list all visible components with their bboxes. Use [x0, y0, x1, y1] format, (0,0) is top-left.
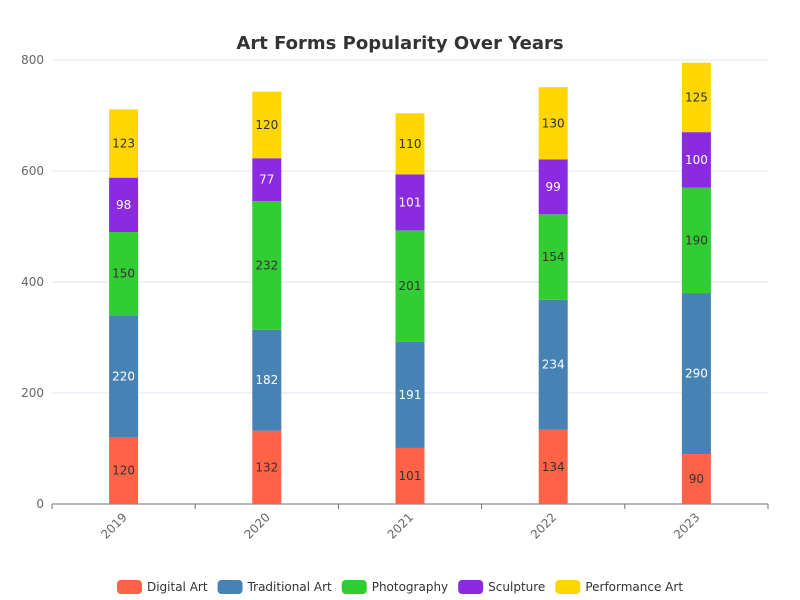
y-tick-label: 0: [36, 497, 44, 511]
legend-swatch: [341, 580, 367, 594]
bar-value-label: 77: [259, 173, 274, 187]
bar-segment[interactable]: [538, 299, 568, 430]
bar-segment[interactable]: [109, 437, 139, 504]
legend-label: Performance Art: [585, 580, 683, 594]
legend-swatch: [458, 580, 484, 594]
legend: Digital Art Traditional Art Photography Scu…: [116, 580, 683, 594]
legend-swatch: [555, 580, 581, 594]
legend-label: Traditional Art: [247, 580, 332, 594]
bar-segment[interactable]: [109, 109, 139, 178]
bar-value-label: 101: [399, 195, 422, 209]
bar-value-label: 190: [685, 233, 708, 247]
bar-value-label: 191: [399, 388, 422, 402]
bar-segment[interactable]: [681, 454, 711, 504]
bar-value-label: 101: [399, 469, 422, 483]
x-tick-label: 2020: [241, 510, 272, 541]
y-tick-label: 800: [21, 53, 44, 67]
bar-value-label: 125: [685, 90, 708, 104]
y-tick-label: 400: [21, 275, 44, 289]
legend-swatch: [116, 580, 142, 594]
bar-segment[interactable]: [252, 158, 282, 201]
bars: [109, 62, 711, 504]
bar-segment[interactable]: [395, 447, 425, 504]
bar-segment[interactable]: [395, 341, 425, 448]
bar-value-label: 232: [255, 258, 278, 272]
bar-segment[interactable]: [681, 132, 711, 188]
bar-value-label: 234: [542, 358, 565, 372]
bar-segment[interactable]: [109, 177, 139, 233]
chart-title: Art Forms Popularity Over Years: [236, 33, 563, 54]
legend-label: Photography: [372, 580, 448, 594]
bar-value-label: 150: [112, 267, 135, 281]
bar-segment[interactable]: [538, 214, 568, 300]
bar-segment[interactable]: [109, 232, 139, 316]
y-tick-label: 200: [21, 386, 44, 400]
legend-label: Digital Art: [147, 580, 208, 594]
bar-segment[interactable]: [681, 293, 711, 455]
x-tick-label: 2019: [98, 510, 129, 541]
bar-value-label: 120: [255, 118, 278, 132]
legend-item[interactable]: Digital Art: [116, 580, 208, 594]
bar-value-label: 134: [542, 460, 565, 474]
bar-segment[interactable]: [538, 159, 568, 215]
y-tick-label: 600: [21, 164, 44, 178]
bar-segment[interactable]: [252, 200, 282, 330]
bar-value-label: 99: [546, 180, 561, 194]
x-tick-label: 2023: [671, 510, 702, 541]
bar-value-label: 201: [399, 279, 422, 293]
bar-segment[interactable]: [395, 113, 425, 175]
bar-value-label: 290: [685, 367, 708, 381]
legend-item[interactable]: Photography: [341, 580, 448, 594]
x-tick-label: 2021: [385, 510, 416, 541]
x-tick-label: 2022: [528, 510, 559, 541]
bar-value-label: 100: [685, 153, 708, 167]
bar-segment[interactable]: [395, 230, 425, 342]
legend-item[interactable]: Sculpture: [458, 580, 545, 594]
bar-value-label: 110: [399, 137, 422, 151]
bar-value-label: 130: [542, 116, 565, 130]
bar-value-label: 123: [112, 137, 135, 151]
bar-value-label: 220: [112, 369, 135, 383]
bar-value-label: 90: [689, 472, 704, 486]
data-labels: 120 220 150 98 123 132 182 232 77 120 101 191 201 101…: [112, 90, 708, 486]
legend-label: Sculpture: [488, 580, 545, 594]
bar-segment[interactable]: [252, 91, 282, 159]
bar-value-label: 132: [255, 460, 278, 474]
bar-value-label: 154: [542, 250, 565, 264]
legend-swatch: [217, 580, 243, 594]
bar-segment[interactable]: [538, 87, 568, 160]
bar-segment[interactable]: [252, 430, 282, 504]
bar-segment[interactable]: [681, 62, 711, 133]
bar-segment[interactable]: [252, 329, 282, 431]
bar-value-label: 98: [116, 198, 131, 212]
bar-value-label: 182: [255, 373, 278, 387]
bar-segment[interactable]: [395, 174, 425, 231]
bar-segment[interactable]: [681, 187, 711, 294]
bar-segment[interactable]: [538, 429, 568, 504]
legend-item[interactable]: Performance Art: [555, 580, 683, 594]
bar-segment[interactable]: [109, 315, 139, 438]
bar-value-label: 120: [112, 464, 135, 478]
legend-item[interactable]: Traditional Art: [217, 580, 332, 594]
